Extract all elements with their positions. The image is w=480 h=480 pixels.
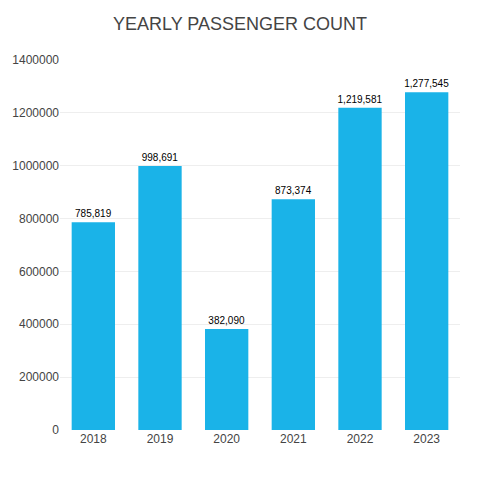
svg-text:400000: 400000 <box>19 317 59 331</box>
svg-text:2019: 2019 <box>147 432 174 446</box>
svg-text:785,819: 785,819 <box>75 208 112 219</box>
svg-text:1,219,581: 1,219,581 <box>338 94 383 105</box>
svg-text:2021: 2021 <box>280 432 307 446</box>
svg-text:2023: 2023 <box>413 432 440 446</box>
svg-text:998,691: 998,691 <box>142 152 179 163</box>
svg-text:200000: 200000 <box>19 370 59 384</box>
svg-text:2020: 2020 <box>213 432 240 446</box>
svg-text:873,374: 873,374 <box>275 185 312 196</box>
svg-text:YEARLY PASSENGER COUNT: YEARLY PASSENGER COUNT <box>113 14 367 34</box>
svg-text:1200000: 1200000 <box>12 106 59 120</box>
svg-text:1000000: 1000000 <box>12 159 59 173</box>
svg-text:0: 0 <box>52 423 59 437</box>
svg-text:382,090: 382,090 <box>208 315 245 326</box>
svg-text:2018: 2018 <box>80 432 107 446</box>
svg-text:800000: 800000 <box>19 212 59 226</box>
svg-text:2022: 2022 <box>347 432 374 446</box>
svg-text:600000: 600000 <box>19 265 59 279</box>
svg-text:1400000: 1400000 <box>12 53 59 67</box>
svg-text:1,277,545: 1,277,545 <box>404 78 449 89</box>
